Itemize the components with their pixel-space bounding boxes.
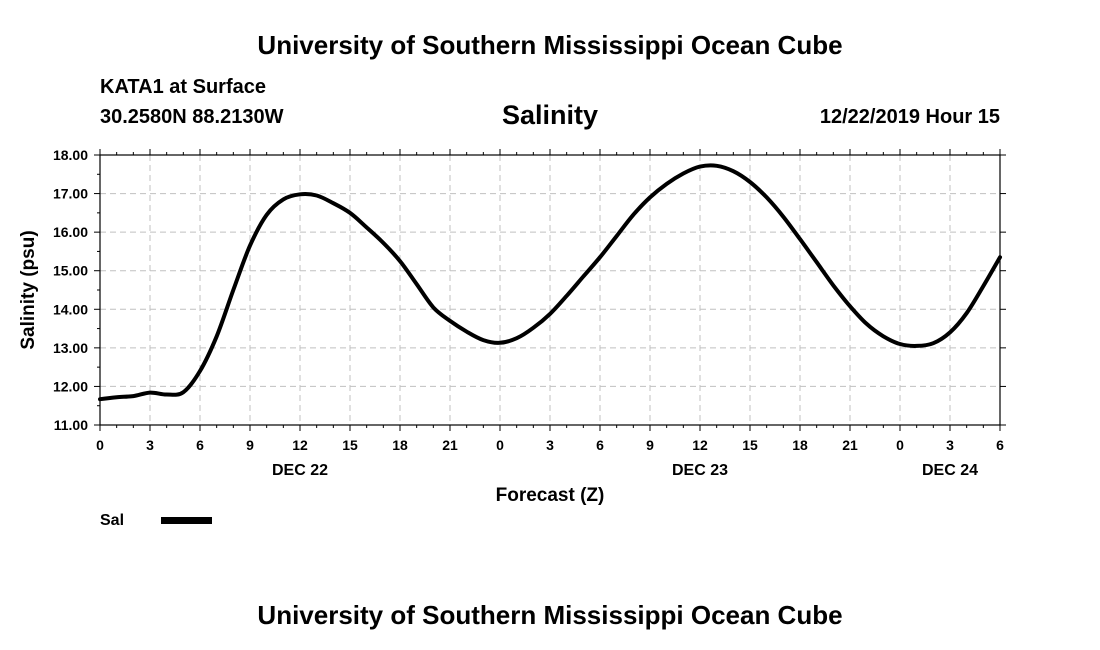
page-title: University of Southern Mississippi Ocean…	[257, 30, 843, 60]
x-tick-label: 6	[196, 437, 204, 453]
series-layer	[98, 163, 1002, 402]
x-tick-label: 6	[596, 437, 604, 453]
x-tick-label: 12	[692, 437, 708, 453]
x-tick-label: 12	[292, 437, 308, 453]
x-tick-label: 0	[96, 437, 104, 453]
x-tick-label: 0	[496, 437, 504, 453]
forecast-datetime: 12/22/2019 Hour 15	[819, 106, 1000, 128]
legend: Sal	[100, 512, 212, 529]
legend-swatch	[161, 517, 212, 524]
x-tick-label: 9	[246, 437, 254, 453]
legend-label: Sal	[100, 512, 124, 529]
x-tick-label: 6	[996, 437, 1004, 453]
station-label: KATA1 at Surface	[100, 76, 266, 98]
y-tick-label: 16.00	[53, 224, 88, 240]
y-tick-label: 14.00	[53, 301, 88, 317]
x-tick-label: 21	[842, 437, 858, 453]
date-label: DEC 23	[672, 462, 728, 479]
x-tick-label: 21	[442, 437, 458, 453]
x-tick-label: 3	[146, 437, 154, 453]
y-tick-label: 13.00	[53, 340, 88, 356]
x-tick-label: 15	[742, 437, 758, 453]
y-tick-label: 17.00	[53, 186, 88, 202]
variable-title: Salinity	[501, 100, 599, 130]
y-axis-title: Salinity (psu)	[18, 230, 39, 349]
y-tick-label: 12.00	[53, 378, 88, 394]
plot-frame	[99, 154, 1001, 426]
coordinates-label: 30.2580N 88.2130W	[100, 106, 284, 128]
x-tick-label: 3	[946, 437, 954, 453]
y-tick-label: 15.00	[53, 263, 88, 279]
series-line-sal	[98, 163, 1002, 402]
date-label: DEC 22	[272, 462, 328, 479]
date-label: DEC 24	[922, 462, 978, 479]
x-tick-label: 9	[646, 437, 654, 453]
x-axis-title: Forecast (Z)	[496, 485, 605, 506]
y-tick-label: 18.00	[53, 147, 88, 163]
x-tick-label: 0	[896, 437, 904, 453]
x-tick-label: 18	[792, 437, 808, 453]
x-tick-label: 15	[342, 437, 358, 453]
x-tick-label: 3	[546, 437, 554, 453]
axes: 11.00 12.00 13.00 14.00 15.00 16.00 17.00 18.00…	[18, 147, 1006, 506]
x-tick-label: 18	[392, 437, 408, 453]
y-tick-label: 11.00	[54, 417, 88, 433]
footer-title: University of Southern Mississippi Ocean…	[257, 600, 843, 630]
